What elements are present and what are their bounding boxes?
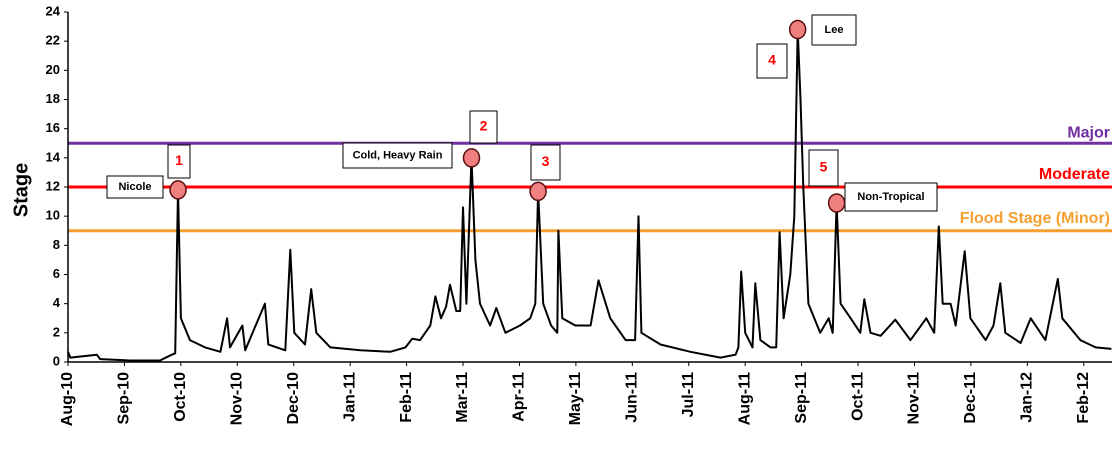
- label-box: [342, 142, 453, 169]
- annotation-label: Lee: [825, 24, 844, 36]
- y-tick-label: 16: [46, 120, 60, 135]
- x-tick-label: Jul-11: [680, 372, 697, 417]
- threshold-label: Major: [1067, 124, 1110, 141]
- number-box: [530, 144, 561, 181]
- y-axis-title: Stage: [10, 163, 32, 217]
- x-tick-label: Jan-11: [341, 372, 358, 422]
- x-tick-label: Sep-10: [116, 372, 133, 425]
- number-box: [167, 144, 191, 179]
- x-tick-label: Nov-11: [906, 372, 923, 425]
- x-tick-label: May-11: [567, 372, 584, 425]
- label-box: [811, 14, 857, 46]
- x-tick-label: Feb-11: [398, 372, 415, 423]
- y-tick-label: 24: [46, 3, 61, 18]
- annotation-label: Non-Tropical: [857, 191, 924, 203]
- x-tick-label: Dec-10: [285, 372, 302, 425]
- annotation-number: 1: [175, 152, 183, 168]
- x-tick-label: Jun-11: [624, 372, 641, 423]
- y-tick-label: 0: [53, 353, 60, 368]
- y-tick-label: 4: [53, 295, 61, 310]
- x-tick-label: Oct-11: [849, 372, 866, 421]
- label-box: [106, 175, 164, 199]
- x-tick-label: Mar-11: [454, 372, 471, 423]
- annotation-label: Cold, Heavy Rain: [353, 149, 443, 161]
- number-box: [756, 43, 788, 79]
- y-tick-label: 8: [53, 237, 60, 252]
- x-tick-label: Nov-10: [229, 372, 246, 425]
- y-tick-label: 6: [53, 266, 60, 281]
- x-tick-label: Aug-11: [736, 372, 753, 425]
- x-tick-label: Aug-10: [59, 372, 76, 426]
- peak-marker: [462, 148, 481, 168]
- y-tick-label: 22: [46, 33, 60, 48]
- stage-line: [67, 28, 1112, 362]
- annotation-number: 4: [768, 52, 776, 68]
- x-tick-label: Oct-10: [172, 372, 189, 422]
- peak-marker: [827, 193, 846, 213]
- x-tick-label: Feb-12: [1075, 372, 1092, 424]
- annotation-number: 3: [542, 153, 550, 169]
- annotation-number: 2: [480, 118, 488, 134]
- peak-marker: [788, 19, 807, 40]
- x-tick-label: Jan-12: [1019, 372, 1036, 423]
- x-tick-label: Dec-11: [962, 372, 979, 424]
- number-box: [808, 149, 839, 187]
- number-box: [469, 110, 498, 144]
- y-tick-label: 12: [46, 178, 60, 193]
- y-tick-label: 18: [46, 91, 60, 106]
- threshold-label: Moderate: [1039, 166, 1110, 183]
- annotation-label: Nicole: [118, 181, 151, 193]
- annotation-number: 5: [820, 159, 828, 175]
- peak-marker: [169, 180, 187, 200]
- y-tick-label: 14: [46, 149, 61, 164]
- peak-marker: [529, 181, 547, 202]
- threshold-label: Flood Stage (Minor): [960, 210, 1110, 227]
- y-tick-label: 10: [46, 208, 60, 223]
- label-box: [844, 182, 938, 212]
- x-tick-label: Sep-11: [793, 372, 810, 424]
- y-tick-label: 20: [46, 62, 60, 77]
- x-tick-label: Apr-11: [511, 372, 528, 422]
- y-tick-label: 2: [53, 324, 60, 339]
